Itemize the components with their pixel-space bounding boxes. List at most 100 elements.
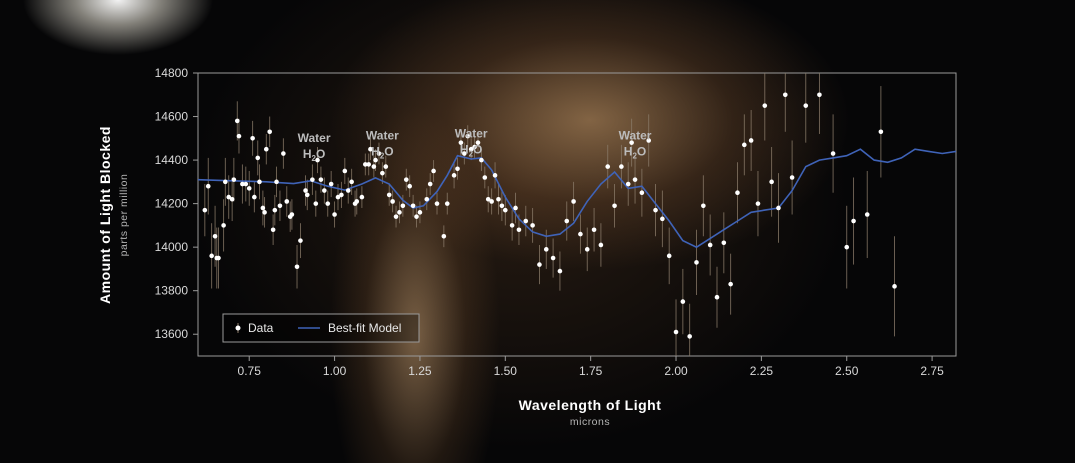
data-point [629,140,634,145]
data-point [660,216,665,222]
data-point [468,146,474,152]
data-point [236,133,242,139]
data-point [315,157,320,163]
data-point [366,162,372,167]
data-point [410,203,416,209]
data-point [328,181,334,187]
x-tick-label: 2.75 [920,364,944,378]
x-tick-label: 2.25 [750,364,774,378]
data-point [499,203,505,209]
data-point [380,170,385,176]
data-point [844,244,850,250]
data-point [496,196,501,202]
data-point [363,162,368,167]
data-point [728,281,733,287]
data-point [455,166,460,172]
data-point [386,192,392,198]
data-point [403,177,409,182]
legend: Data Best-fit Model [222,313,420,343]
data-point [246,186,252,191]
data-point [851,218,856,224]
data-point [304,192,310,198]
data-point [221,223,226,228]
x-axis-title: Wavelength of Light [519,397,662,413]
data-point [250,136,255,141]
data-point [864,212,870,217]
data-point [632,177,638,182]
data-point [625,181,631,187]
data-point [255,155,261,161]
water-label: Water [455,127,488,141]
plot-frame [197,72,957,357]
data-point [543,247,549,252]
data-point [769,179,774,185]
data-point [742,142,747,148]
data-point [252,194,257,200]
y-tick-label: 14600 [155,110,189,124]
data-point [639,190,645,196]
data-point [735,190,740,196]
y-tick-label: 14400 [155,153,189,167]
h2o-label: H2O [303,147,325,163]
y-tick-label: 13600 [155,327,189,341]
data-point [550,255,556,261]
data-point [462,151,467,156]
data-point [349,179,354,185]
data-point [240,181,245,187]
data-point [390,199,395,204]
legend-data-marker [235,325,241,331]
data-point [444,201,450,206]
data-point [598,242,604,248]
data-point [714,294,720,300]
data-point [393,214,399,219]
data-point [281,151,286,156]
data-point [441,233,447,239]
x-tick-label: 2.00 [664,364,688,378]
water-annotations: Water H2O Water H2O Water H2O Water H2O [298,127,652,163]
data-point [226,194,232,200]
data-point [373,157,378,163]
data-point [523,218,529,224]
data-points [202,92,897,339]
data-point [605,164,611,169]
data-point [666,253,672,259]
data-point [451,173,457,178]
data-point [427,181,433,187]
legend-model-label: Best-fit Model [328,321,401,335]
data-point [564,218,570,224]
y-tick-label: 14000 [155,240,189,254]
data-point [332,212,337,217]
data-point [817,92,822,98]
data-point [339,192,344,198]
data-point [202,207,208,213]
data-point [371,164,377,169]
data-point [557,268,563,274]
data-point [479,157,484,163]
legend-box [222,313,420,343]
data-point [492,173,498,178]
data-point [755,201,761,206]
h2o-label: H2O [371,145,393,161]
data-point [878,129,884,135]
data-point [310,177,315,182]
x-tick-label: 0.75 [238,364,262,378]
data-point [270,227,276,233]
legend-data-label: Data [248,321,274,335]
data-point [516,227,522,233]
data-point [537,262,542,267]
data-point [892,284,897,289]
data-point [475,140,481,145]
data-point [707,242,713,248]
data-point [260,205,266,211]
x-axis-ticks: 0.75 1.00 1.25 1.50 1.75 2.00 2.25 2.50 2.75 [238,356,944,378]
data-point [345,188,351,193]
x-tick-label: 2.50 [835,364,859,378]
y-axis-unit: parts per million [118,174,130,257]
data-point [687,334,692,339]
data-point [646,138,652,143]
data-point [397,210,402,215]
data-point [298,238,303,243]
data-point [434,201,440,206]
